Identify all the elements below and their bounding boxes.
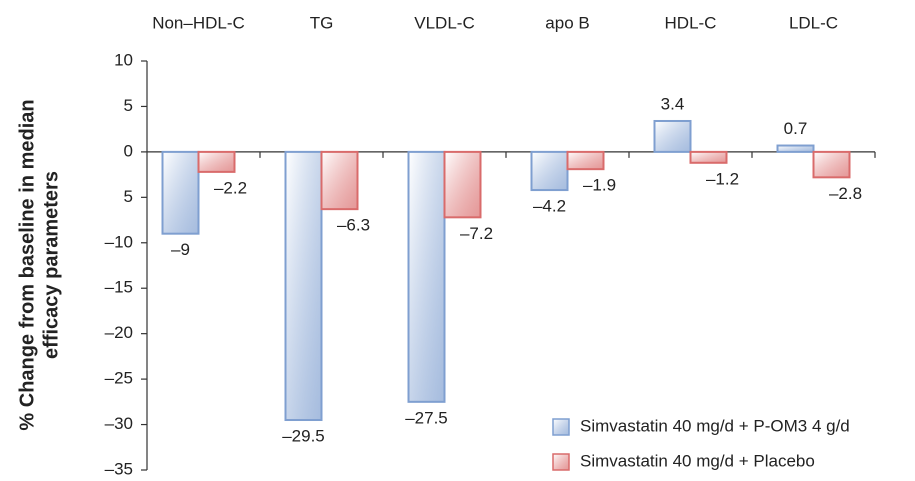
y-tick-label: –10 [105, 232, 133, 251]
x-tick-label: Non–HDL-C [152, 13, 245, 32]
bar [530, 150, 569, 192]
legend-swatch [552, 418, 570, 436]
data-label: –27.5 [405, 408, 448, 427]
legend-swatch [552, 453, 570, 471]
x-tick-label: apo B [545, 13, 589, 32]
data-label: –1.9 [583, 176, 616, 195]
x-tick-label: TG [310, 13, 334, 32]
bar [161, 150, 200, 235]
bar [284, 150, 323, 422]
bar [566, 150, 605, 171]
data-label: 3.4 [661, 94, 685, 113]
y-tick-label: 5 [124, 187, 133, 206]
bar [197, 150, 236, 173]
y-tick-label: 0 [124, 141, 133, 160]
bar [320, 150, 359, 211]
legend-label: Simvastatin 40 mg/d + Placebo [580, 451, 815, 470]
y-axis-title-line: % Change from baseline in median [16, 99, 38, 430]
y-axis-title: % Change from baseline in median efficac… [16, 99, 62, 430]
bar [776, 144, 815, 153]
y-tick-label: 5 [124, 96, 133, 115]
y-tick-label: –30 [105, 414, 133, 433]
data-label: –6.3 [337, 216, 370, 235]
data-label: –2.8 [829, 184, 862, 203]
bar [689, 150, 728, 164]
y-tick-label: –25 [105, 369, 133, 388]
data-label: –9 [171, 240, 190, 259]
y-tick-label: –35 [105, 459, 133, 478]
x-tick-label: VLDL-C [414, 13, 474, 32]
y-tick-label: –15 [105, 278, 133, 297]
data-label: –7.2 [460, 224, 493, 243]
y-axis-title-line: efficacy parameters [40, 171, 62, 359]
legend-label: Simvastatin 40 mg/d + P-OM3 4 g/d [580, 416, 850, 435]
data-label: 0.7 [784, 119, 808, 138]
x-tick-label: LDL-C [789, 13, 838, 32]
bar [407, 150, 446, 403]
bar [653, 119, 692, 153]
bar [812, 150, 851, 179]
y-tick-label: –20 [105, 323, 133, 342]
data-label: –4.2 [533, 197, 566, 216]
bar [443, 150, 482, 219]
data-label: –2.2 [214, 178, 247, 197]
y-tick-label: 10 [114, 50, 133, 69]
x-tick-label: HDL-C [665, 13, 717, 32]
data-label: –29.5 [282, 426, 325, 445]
data-label: –1.2 [706, 169, 739, 188]
